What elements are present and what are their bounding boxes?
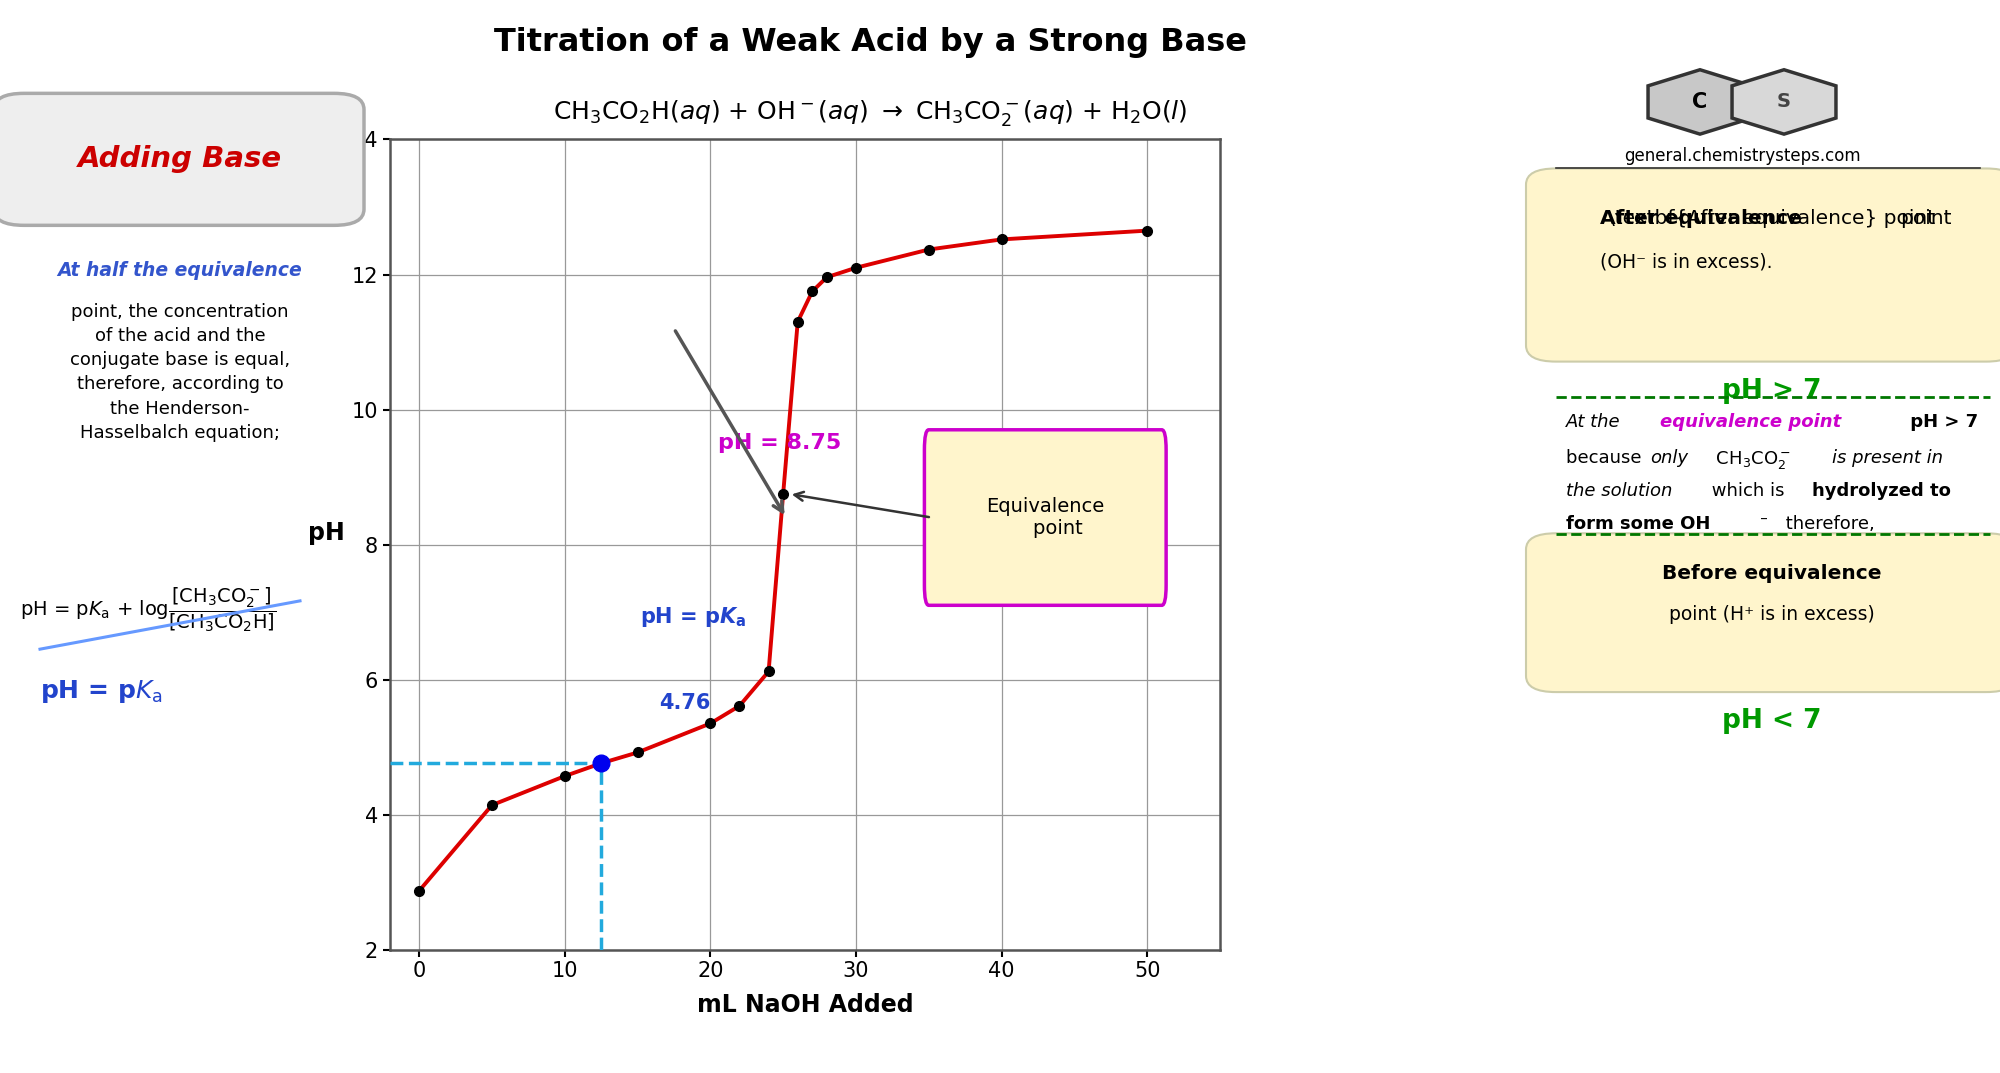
Text: therefore,: therefore,	[1780, 515, 1874, 533]
Text: pH = p$\bfit{K}$$_\mathbf{a}$: pH = p$\bfit{K}$$_\mathbf{a}$	[640, 605, 746, 629]
Text: Adding Base: Adding Base	[78, 145, 282, 173]
Text: point (H⁺ is in excess): point (H⁺ is in excess)	[1670, 605, 1874, 624]
FancyBboxPatch shape	[1526, 533, 2000, 692]
FancyBboxPatch shape	[1526, 168, 2000, 362]
FancyBboxPatch shape	[0, 93, 364, 225]
X-axis label: mL NaOH Added: mL NaOH Added	[696, 993, 914, 1016]
Text: general.chemistrysteps.com: general.chemistrysteps.com	[1624, 147, 1860, 165]
Text: At half the equivalence: At half the equivalence	[58, 261, 302, 280]
Text: Before equivalence: Before equivalence	[1662, 564, 1882, 584]
Text: pH = 8.75: pH = 8.75	[718, 433, 840, 454]
Text: point, the concentration
of the acid and the
conjugate base is equal,
therefore,: point, the concentration of the acid and…	[70, 303, 290, 442]
Text: ⁻: ⁻	[1760, 515, 1768, 530]
Text: equivalence point: equivalence point	[1660, 413, 1842, 431]
Text: pH < 7: pH < 7	[1722, 708, 1822, 734]
Text: (OH⁻ is in excess).: (OH⁻ is in excess).	[1600, 252, 1772, 271]
Y-axis label: pH: pH	[308, 520, 346, 545]
Text: C: C	[1692, 92, 1708, 112]
Text: form some OH: form some OH	[1566, 515, 1710, 533]
Text: pH > 7: pH > 7	[1904, 413, 1978, 431]
Text: because: because	[1566, 449, 1648, 467]
Text: \textbf{After equivalence} point: \textbf{After equivalence} point	[1608, 209, 1936, 229]
Text: only: only	[1650, 449, 1688, 467]
Text: pH = p$K_\mathrm{a}$ + log$\dfrac{[\mathrm{CH_3CO_2^-}]}{[\mathrm{CH_3CO_2H}]}$: pH = p$K_\mathrm{a}$ + log$\dfrac{[\math…	[20, 585, 276, 634]
FancyBboxPatch shape	[924, 430, 1166, 605]
Text: hydrolyzed to: hydrolyzed to	[1812, 482, 1950, 500]
Text: Titration of a Weak Acid by a Strong Base: Titration of a Weak Acid by a Strong Bas…	[494, 27, 1246, 58]
Text: is present in: is present in	[1832, 449, 1944, 467]
Text: pH = p$K_\mathrm{a}$: pH = p$K_\mathrm{a}$	[40, 678, 162, 705]
Text: CH$_3$CO$_2^-$: CH$_3$CO$_2^-$	[1710, 449, 1792, 471]
Text: 4.76: 4.76	[660, 693, 710, 714]
Text: At the: At the	[1566, 413, 1626, 431]
Polygon shape	[1648, 70, 1752, 134]
Text: point: point	[1900, 209, 1952, 229]
Text: After equivalence: After equivalence	[1600, 209, 1802, 229]
Text: S: S	[1778, 92, 1792, 112]
Text: the solution: the solution	[1566, 482, 1672, 500]
Text: pH > 7: pH > 7	[1722, 378, 1822, 403]
Text: CH$_3$CO$_2$H($aq$) + OH$^-$($aq$) $\rightarrow$ CH$_3$CO$_2^-$($aq$) + H$_2$O($: CH$_3$CO$_2$H($aq$) + OH$^-$($aq$) $\rig…	[552, 98, 1188, 128]
Text: Equivalence
    point: Equivalence point	[986, 497, 1104, 538]
Polygon shape	[1732, 70, 1836, 134]
Text: which is: which is	[1706, 482, 1790, 500]
